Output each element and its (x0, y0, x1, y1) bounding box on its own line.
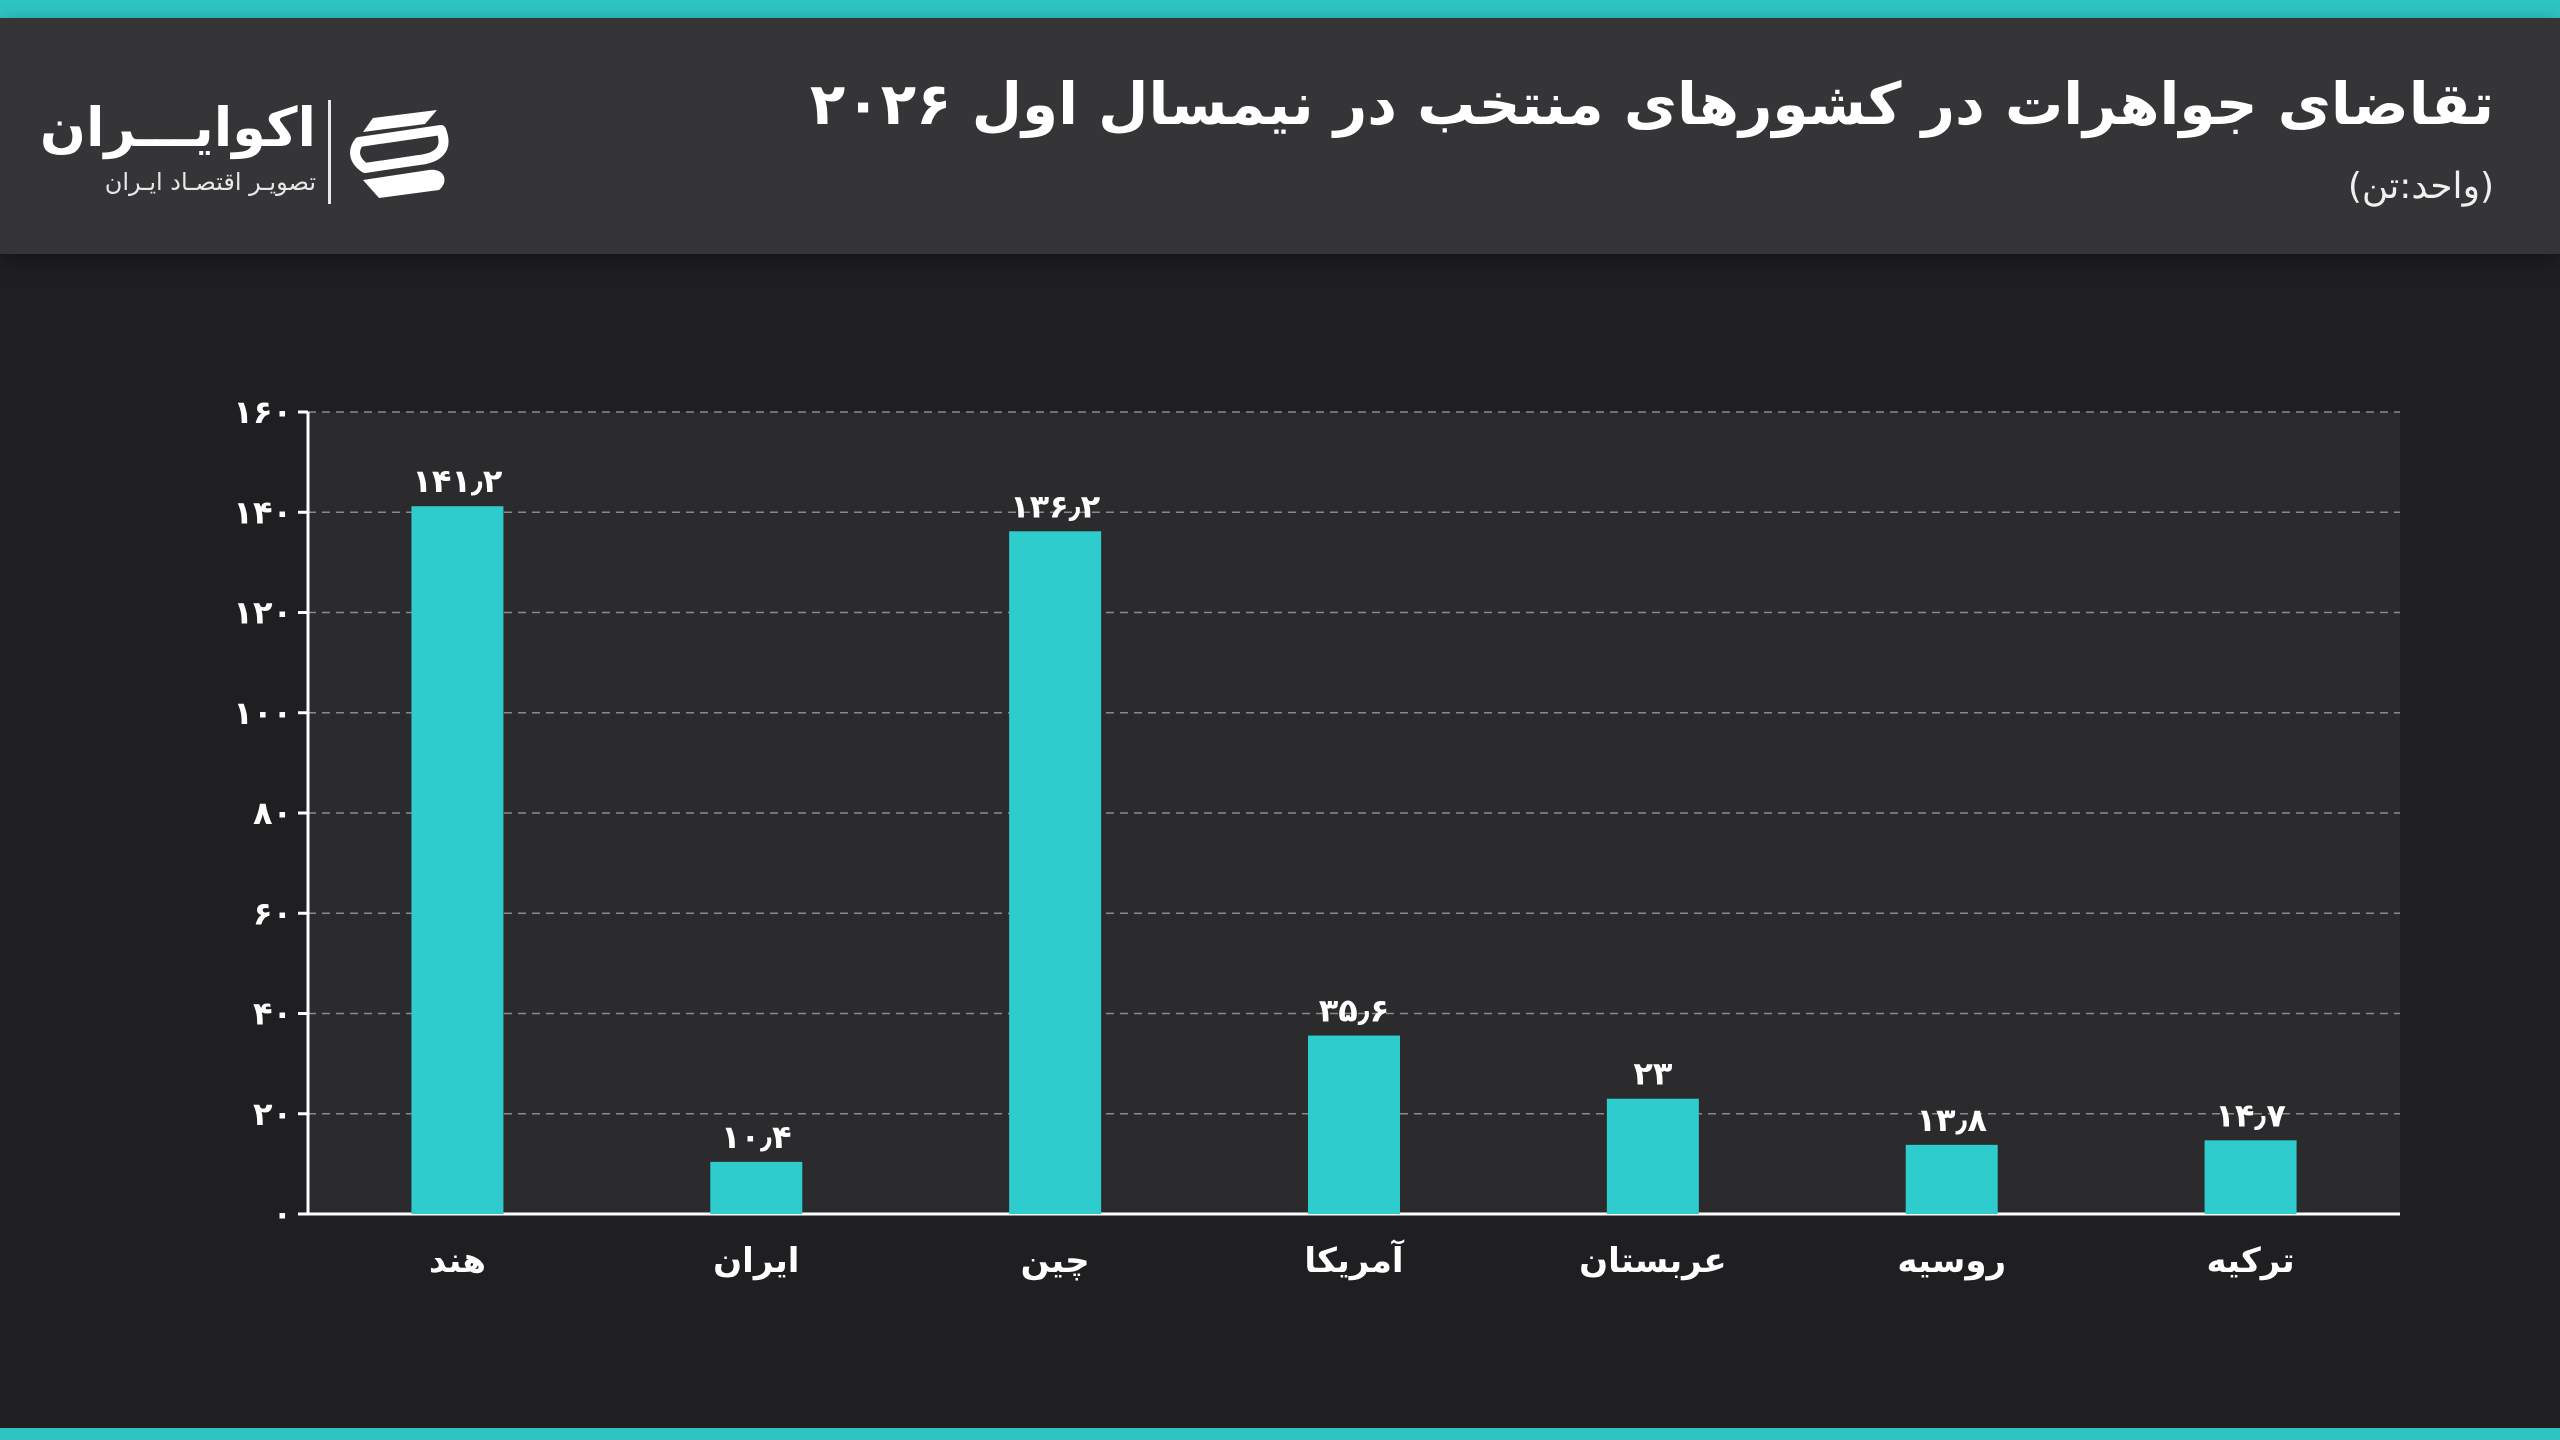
bar (411, 506, 504, 1214)
logo-divider (328, 100, 331, 204)
y-tick-label: ۴۰ (253, 995, 292, 1033)
x-category-label: آمریکا (1304, 1239, 1405, 1281)
bar-value-label: ۳۵٫۶ (1319, 992, 1390, 1030)
bar-value-label: ۱۳۶٫۲ (1010, 487, 1101, 525)
bar-value-label: ۱۴٫۷ (2215, 1096, 2286, 1134)
y-tick-label: ۱۲۰ (233, 594, 292, 632)
bottom-accent-stripe (0, 1428, 2560, 1440)
chart-area: ۰ ۲۰ ۴۰ ۶۰ ۸۰ ۱۰۰ ۱۲۰ ۱۴۰ ۱۶۰ ۱۴۱٫۲ هند ۱۰٫۴ ایران ۱۳… (0, 254, 2560, 1428)
y-tick-label: ۱۰۰ (233, 694, 292, 732)
y-tick-label: ۱۴۰ (233, 493, 292, 531)
x-category-label: عربستان (1579, 1241, 1726, 1281)
top-accent-stripe (0, 0, 2560, 18)
bar-value-label: ۱۰٫۴ (721, 1118, 792, 1156)
y-tick-label: ۶۰ (253, 894, 292, 932)
ecoiran-logo-icon (350, 110, 449, 198)
bar (710, 1161, 803, 1214)
x-category-label: چین (1021, 1241, 1090, 1281)
unit-label: (واحد:تن) (2347, 166, 2494, 207)
y-tick-label: ۱۶۰ (233, 393, 292, 431)
logo-subtitle: تصویـر اقتصـاد ایـران (104, 168, 316, 196)
x-category-label: هند (429, 1241, 486, 1281)
y-tick-label: ۲۰ (253, 1095, 292, 1133)
header-panel: تقاضای جواهرات در کشورهای منتخب در نیمسا… (0, 18, 2560, 254)
bar-value-label: ۲۳ (1633, 1055, 1673, 1093)
bar (1009, 531, 1102, 1214)
bar (1606, 1098, 1699, 1214)
y-tick-label: ۸۰ (253, 794, 292, 832)
chart-title: تقاضای جواهرات در کشورهای منتخب در نیمسا… (809, 70, 2494, 138)
bar (1905, 1144, 1998, 1214)
y-tick-label: ۰ (272, 1195, 292, 1233)
bar (1308, 1035, 1400, 1214)
bar-value-label: ۱۴۱٫۲ (412, 462, 503, 500)
bar-value-label: ۱۳٫۸ (1916, 1101, 1987, 1139)
bar (2204, 1140, 2297, 1214)
x-category-label: ترکیه (2206, 1241, 2294, 1281)
x-category-label: روسیه (1897, 1241, 2006, 1281)
logo-name: اکوایـــران (39, 96, 316, 159)
x-category-label: ایران (713, 1241, 799, 1281)
bar-chart: ۰ ۲۰ ۴۰ ۶۰ ۸۰ ۱۰۰ ۱۲۰ ۱۴۰ ۱۶۰ ۱۴۱٫۲ هند ۱۰٫۴ ایران ۱۳… (233, 393, 2400, 1281)
